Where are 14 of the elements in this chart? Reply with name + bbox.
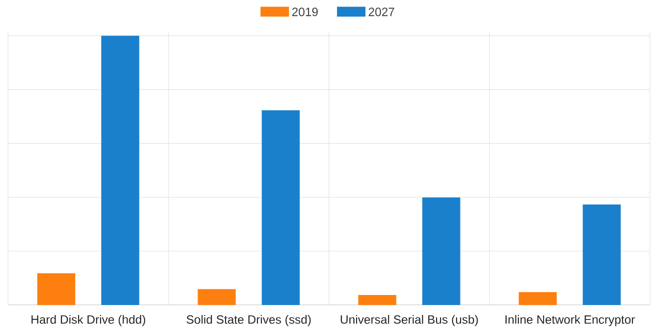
x-tick-label: Universal Serial Bus (usb) [340,314,478,326]
bar [422,198,460,305]
bar [198,289,236,305]
bar [262,110,300,305]
bar [358,295,396,305]
x-tick-label: Hard Disk Drive (hdd) [32,314,146,326]
bar [37,273,76,305]
legend-label: 2027 [368,8,394,16]
bar [518,292,557,305]
x-tick-label: Solid State Drives (ssd) [186,314,311,326]
bar [582,204,621,305]
legend-label: 2019 [292,8,318,16]
bar [101,36,140,305]
x-tick-label: Inline Network Encryptor [506,314,635,326]
